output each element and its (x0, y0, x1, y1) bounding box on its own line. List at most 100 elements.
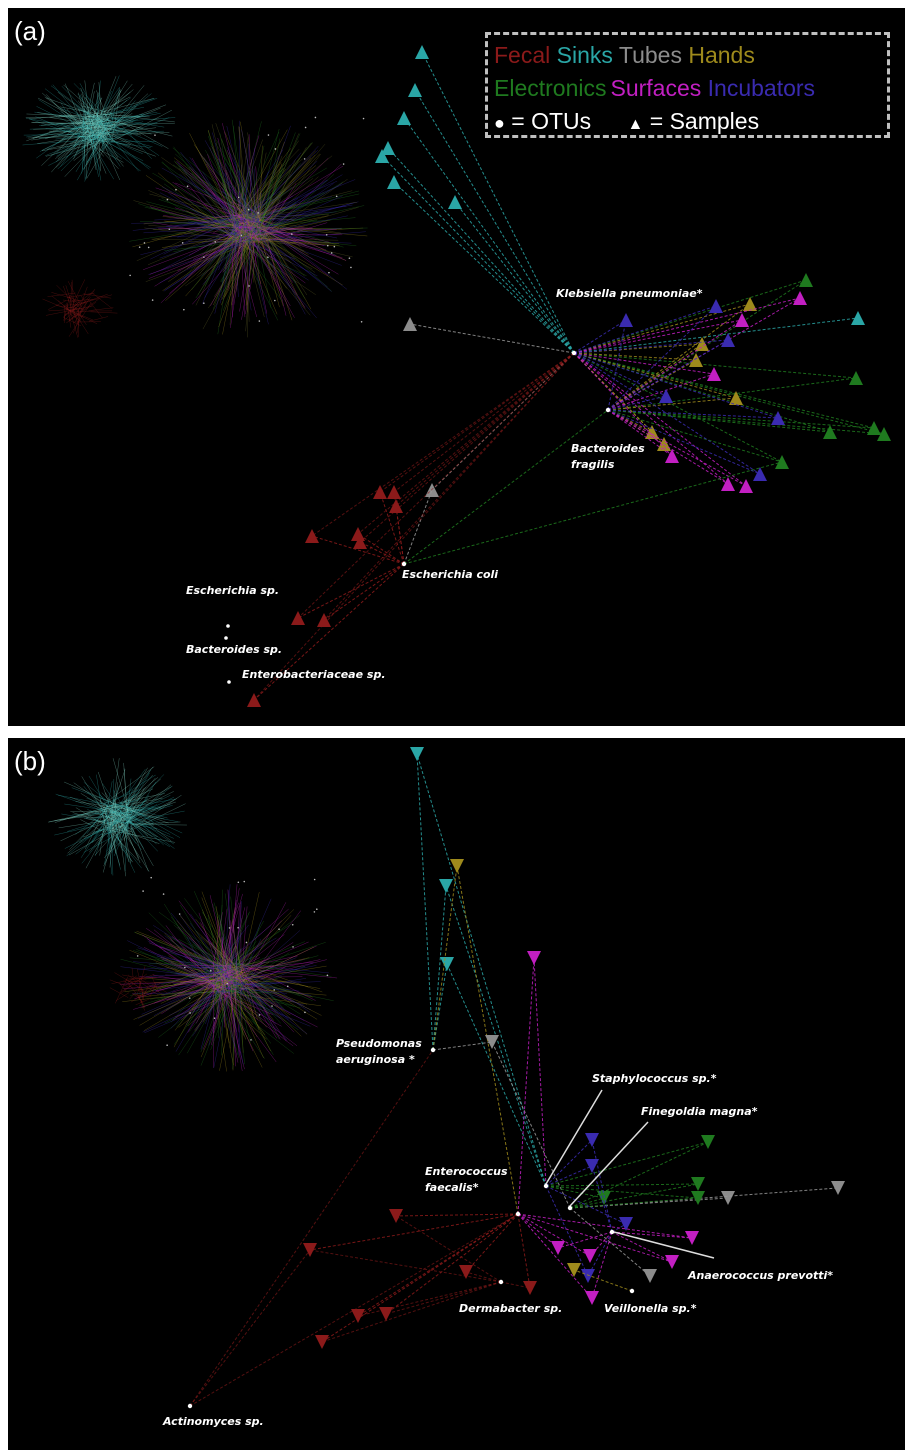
otu-node (290, 233, 293, 235)
hairball-edge (83, 140, 124, 163)
hairball-edge (225, 979, 318, 1028)
hairball-edge (218, 158, 249, 216)
network-edge (591, 1231, 613, 1299)
otu-node (154, 134, 156, 136)
sample-triangle (381, 141, 395, 155)
otu-node (147, 246, 150, 249)
network-edge (545, 1183, 699, 1187)
hairball-edge (122, 810, 185, 823)
hairball-edge (222, 236, 254, 273)
hairball-edge (109, 987, 129, 998)
network-edge (607, 339, 729, 411)
hairball-edge (112, 811, 171, 848)
hairball-edge (83, 124, 87, 161)
hairball-edge (150, 983, 157, 997)
hairball-edge (260, 224, 332, 292)
hairball-edge (109, 979, 128, 987)
hairball-edge (126, 789, 133, 806)
hairball-edge (262, 159, 296, 239)
network-edge (517, 1213, 559, 1249)
network-edge (311, 535, 405, 565)
sample-triangle (585, 1291, 599, 1305)
hairball-edge (120, 958, 232, 989)
otu-node (237, 926, 239, 929)
hairball-edge (234, 938, 262, 990)
hairball-edge (26, 114, 98, 142)
hairball-edge (231, 963, 332, 977)
legend-surfaces: Surfaces (610, 75, 702, 101)
hairball-edge (110, 774, 156, 804)
hairball-edge (196, 978, 219, 1024)
hairball-edge (219, 242, 262, 296)
sample-triangle (709, 299, 723, 313)
hairball-edge (152, 224, 262, 231)
hairball-edge (51, 116, 100, 173)
hairball-edge (87, 115, 143, 129)
sample-triangle (721, 1191, 735, 1205)
otu-node (314, 116, 317, 119)
label-bacteroides-fragilis: Bacteroides fragilis (571, 442, 645, 471)
hairball-edge (99, 124, 113, 152)
hairball-edge (238, 167, 285, 215)
hairball-edge (99, 816, 106, 856)
hairball-edge (218, 924, 249, 965)
sample-triangle (735, 313, 749, 327)
panel-label-a: (a) (14, 16, 46, 46)
network-edge (573, 352, 857, 379)
hairball-edge (251, 228, 273, 252)
hairball-edge (67, 281, 82, 308)
network-edge (189, 1249, 311, 1407)
hairball-edge (134, 971, 220, 1000)
hairball-edge (238, 216, 291, 307)
sample-triangle (691, 1177, 705, 1191)
hairball-edge (250, 165, 344, 221)
hairball-edge (90, 91, 131, 123)
hairball-edge (38, 99, 90, 133)
hairball-edge (61, 813, 119, 825)
hairball-edge (69, 281, 72, 320)
hairball-edge (177, 162, 236, 238)
hairball-edge (79, 320, 89, 335)
otu-node (267, 256, 269, 259)
hairball-edge (90, 97, 155, 116)
network-edge (491, 1041, 571, 1209)
hairball-edge (262, 138, 281, 225)
hairball-edge (221, 908, 289, 969)
hairball-edge (206, 940, 235, 965)
legend-samples: = Samples (649, 108, 760, 134)
hairball-edge (237, 213, 265, 318)
sample-triangle (389, 1209, 403, 1223)
hairball-edge (233, 164, 238, 215)
hairball-edge (37, 97, 89, 125)
network-edge (465, 1271, 502, 1283)
hairball-edge (177, 926, 243, 985)
hairball-edge (242, 906, 248, 965)
hairball-edge (87, 135, 119, 169)
network-edge (611, 1231, 693, 1239)
legend: Fecal Sinks Tubes Hands Electronics Surfa… (485, 32, 890, 138)
network-edge (573, 1269, 633, 1292)
hairball-edge (163, 183, 245, 240)
legend-row-2: Electronics Surfaces Incubators (494, 72, 887, 105)
network-edge (395, 1215, 502, 1283)
hairball-edge (229, 188, 253, 218)
otu-node (228, 927, 231, 929)
network-edge (607, 409, 729, 485)
sample-triangle (849, 371, 863, 385)
hairball-edge (178, 939, 237, 969)
hairball-edge (232, 979, 308, 1035)
hairball-edge (125, 798, 176, 809)
sample-triangle (597, 1191, 611, 1205)
hairball-edge (127, 823, 130, 830)
label-dermabacter: Dermabacter sp. (459, 1302, 563, 1315)
hairball-edge (89, 316, 109, 322)
hairball-edge (216, 906, 226, 988)
hairball-edge (56, 285, 81, 309)
hairball-edge (58, 818, 120, 829)
otu-node (166, 198, 169, 201)
sample-triangle (721, 477, 735, 491)
network-edge (545, 1185, 589, 1277)
hairball-edge (232, 972, 251, 1043)
label-enterobacteriaceae: Enterobacteriaceae sp. (242, 668, 386, 681)
hairball-edge (216, 978, 281, 1019)
